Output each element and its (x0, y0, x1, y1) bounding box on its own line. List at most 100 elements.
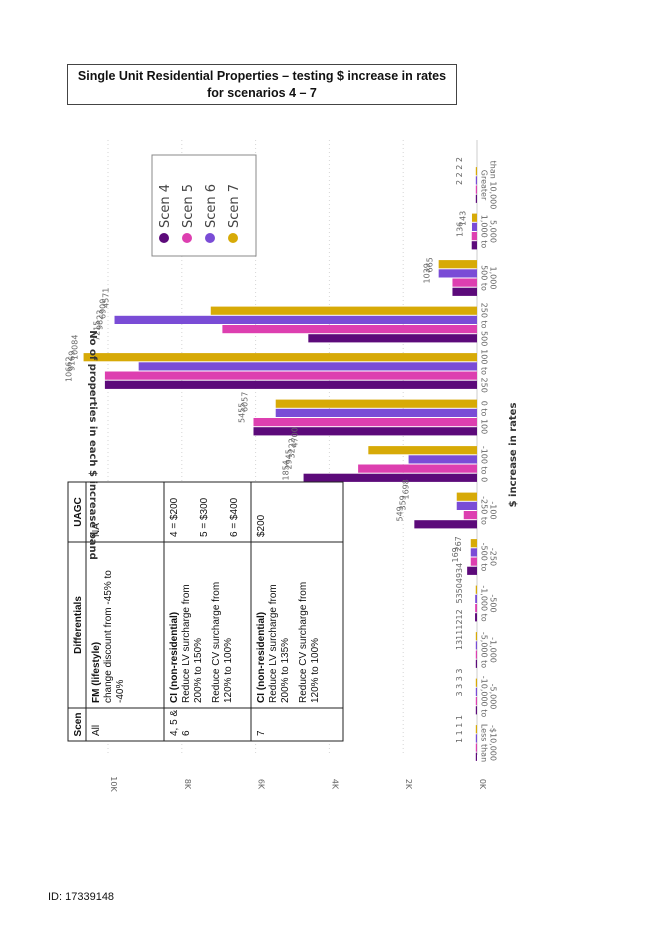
table-header: UAGC (73, 497, 84, 526)
bar-scen-5 (104, 371, 478, 380)
table-scen: 4, 5 & (169, 710, 180, 736)
bar-scen-4 (303, 473, 477, 482)
bar-scen-7 (456, 492, 477, 501)
bars (83, 167, 478, 761)
x-tick-label: 1,000 (488, 267, 497, 290)
bar-scen-4 (471, 241, 477, 250)
data-label: 1854 (282, 460, 291, 480)
bar-scen-4 (475, 613, 477, 622)
data-label: 7215 (93, 321, 102, 341)
x-tick-label: Greater (479, 170, 488, 201)
table-header: Scen (73, 713, 84, 737)
bar-scen-4 (475, 752, 477, 761)
bar-scen-6 (408, 455, 477, 464)
differentials-table: Scen Differentials UAGC All FM (lifestyle) ch… (67, 481, 344, 742)
bar-scen-6 (475, 687, 477, 696)
bar-scen-6 (475, 594, 477, 603)
data-label: 136 (456, 222, 465, 237)
bar-scen-5 (471, 232, 477, 241)
data-label: 6057 (240, 392, 249, 412)
bar-scen-5 (358, 464, 477, 473)
bar-scen-7 (210, 306, 478, 315)
table-diff-line: Reduce LV surcharge from (181, 584, 192, 703)
y-tick-label: 8K (183, 779, 192, 790)
x-tick-label: -1,000 (488, 637, 497, 663)
bar-scen-4 (414, 520, 477, 529)
legend-label: Scen 4 (158, 184, 173, 228)
bar-scen-7 (475, 632, 477, 641)
data-label: 2 2 2 2 (455, 157, 464, 185)
x-tick-label: -100 (488, 501, 497, 519)
bar-scen-4 (452, 287, 477, 296)
data-label: 5455 (237, 403, 246, 423)
legend-swatch (182, 233, 192, 243)
bar-scen-4 (104, 380, 478, 389)
data-label: 6900 (99, 299, 108, 319)
table-uagc: 5 = $300 (199, 497, 210, 537)
data-label: 10662 (65, 357, 74, 382)
x-tick-label: -250 to (479, 496, 488, 525)
bar-scen-6 (475, 176, 477, 185)
data-label: 9823 (96, 310, 105, 330)
document-id: ID: 17339148 (48, 891, 115, 903)
x-tick-label: -1,000 to (479, 585, 488, 621)
bar-scen-6 (275, 408, 477, 417)
bar-scen-4 (308, 334, 477, 343)
bar-scen-6 (138, 362, 478, 371)
y-tick-label: 10K (109, 776, 118, 792)
table-scen: All (91, 725, 102, 736)
bar-scen-6 (114, 315, 477, 324)
table-uagc: 4 = $200 (169, 497, 180, 537)
x-tick-label: 0 to 100 (479, 401, 488, 434)
x-tick-label: than 10,000 (488, 161, 497, 210)
table-scen: 6 (181, 730, 192, 736)
data-label: 1 1 1 1 (455, 715, 464, 743)
table-diff-title: CI (non-residential) (169, 612, 180, 703)
bar-scen-7 (475, 167, 477, 176)
table-diff-line: Reduce LV surcharge from (268, 584, 279, 703)
legend-swatch (159, 233, 169, 243)
table-diff-line: change discount from -45% to (103, 570, 114, 703)
table-header: Differentials (73, 596, 84, 654)
bar-scen-6 (475, 641, 477, 650)
data-label: 267 (454, 536, 463, 551)
legend: Scen 4 Scen 5 Scen 6 Scen 7 (151, 154, 257, 257)
data-label: 4571 (102, 288, 111, 308)
data-label: 53504934 (455, 563, 464, 604)
table-uagc: 6 = $400 (229, 497, 240, 537)
legend-box (151, 154, 257, 257)
x-tick-label: -500 to (479, 543, 488, 572)
table-diff-line: Reduce CV surcharge from (211, 582, 222, 703)
y-axis-label: No of properties in each $ increase band (87, 330, 98, 560)
table-diff-line: Reduce CV surcharge from (298, 582, 309, 703)
table-uagc: NA (91, 523, 102, 537)
data-label: 3 3 3 3 (455, 669, 464, 697)
y-tick-label: 0K (478, 779, 487, 790)
table-body: Scen Differentials UAGC All FM (lifestyle) ch… (67, 481, 344, 742)
legend-label: Scen 7 (227, 184, 242, 228)
data-label: 2945 (285, 449, 294, 469)
bar-scen-4 (467, 566, 477, 575)
data-label: 4700 (291, 427, 300, 447)
x-tick-label: -250 (488, 548, 497, 566)
data-label: 13111212 (455, 609, 464, 650)
x-tick-label: -100 to 0 (479, 446, 488, 482)
bar-scen-6 (438, 269, 477, 278)
bar-scen-4 (475, 706, 477, 715)
legend-label: Scen 6 (204, 184, 219, 228)
bar-scen-7 (475, 585, 477, 594)
data-label: 169 (451, 547, 460, 562)
table-diff-title: FM (lifestyle) (91, 642, 102, 703)
y-tick-label: 4K (330, 779, 339, 790)
legend-swatch (228, 233, 238, 243)
table-scen: 7 (256, 730, 267, 736)
bar-scen-6 (475, 734, 477, 743)
bar-scen-7 (275, 399, 477, 408)
table-diff-line: 200% to 135% (280, 638, 291, 703)
page-title: Single Unit Residential Properties – tes… (67, 64, 457, 105)
x-axis-label: $ increase in rates (508, 403, 519, 508)
table-diff-line: -40% (115, 680, 126, 703)
y-tick-label: 6K (257, 779, 266, 790)
